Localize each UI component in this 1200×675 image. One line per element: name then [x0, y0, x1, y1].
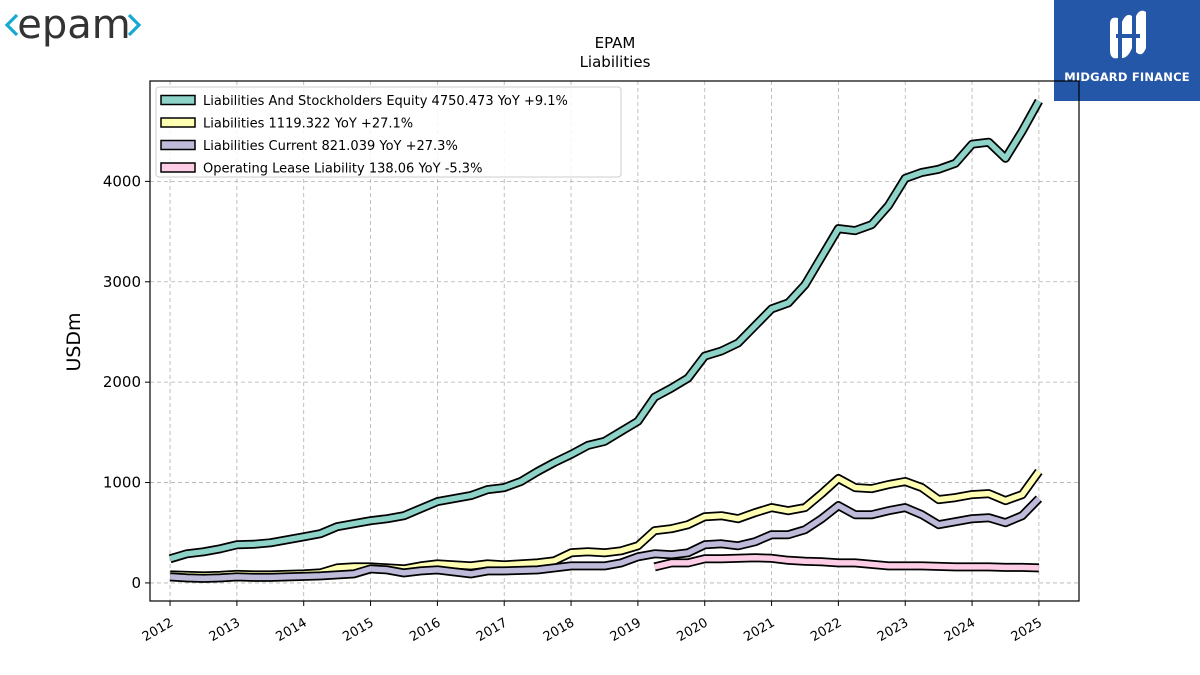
chart-title: EPAM	[595, 34, 636, 52]
logo-epam-text: epam	[17, 2, 130, 48]
legend-label: Operating Lease Liability 138.06 YoY -5.…	[203, 162, 482, 177]
series-liabilities-and-stockholders-equity	[168, 98, 1043, 564]
legend-box	[155, 86, 622, 178]
x-axis-ticks: 2012 2013 2014 2015 2016 2017 2018 2019 2020 2021…	[140, 601, 1045, 645]
legend-swatch	[160, 117, 196, 128]
y-tick-label: 4000	[103, 172, 141, 190]
logo-bracket-right-icon	[127, 13, 142, 37]
series-liabilities	[169, 468, 1043, 581]
midgard-emblem-icon	[1110, 10, 1146, 59]
x-tick-label: 2021	[741, 615, 777, 645]
legend-swatch	[160, 94, 196, 106]
x-tick-label: 2022	[808, 615, 844, 645]
x-tick-label: 2025	[1009, 615, 1045, 645]
y-tick-label: 3000	[103, 273, 141, 291]
x-tick-label: 2020	[675, 615, 711, 645]
x-tick-label: 2023	[875, 615, 911, 645]
chart-subtitle: Liabilities	[580, 53, 651, 71]
series-lines	[168, 98, 1043, 583]
x-tick-label: 2014	[274, 615, 310, 645]
y-tick-label: 0	[131, 574, 141, 592]
x-tick-label: 2016	[407, 615, 443, 645]
y-axis-label: USDm	[63, 312, 85, 371]
series-line	[169, 99, 1042, 562]
x-tick-label: 2017	[474, 615, 510, 645]
midgard-finance-text: MIDGARD FINANCE	[1064, 70, 1190, 84]
epam-logo: epam	[4, 2, 142, 48]
plot-frame	[149, 80, 1080, 602]
series-operating-lease-liability	[653, 553, 1040, 573]
legend-label: Liabilities 1119.322 YoY +27.1%	[203, 117, 413, 132]
legend-label: Liabilities Current 821.039 YoY +27.3%	[203, 139, 458, 154]
x-tick-label: 2024	[942, 615, 978, 645]
legend-swatch	[160, 162, 196, 173]
x-tick-label: 2013	[207, 615, 243, 645]
series-line-outline	[169, 468, 1043, 581]
midgard-finance-logo: MIDGARD FINANCE	[1054, 0, 1200, 101]
y-tick-label: 1000	[103, 474, 141, 492]
x-tick-label: 2012	[140, 615, 176, 645]
y-tick-label: 2000	[103, 373, 141, 391]
series-line	[169, 496, 1041, 582]
x-tick-label: 2019	[608, 615, 644, 645]
legend-swatch	[160, 139, 196, 151]
x-tick-label: 2015	[340, 615, 376, 645]
x-tick-label: 2018	[541, 615, 577, 645]
legend-label: Liabilities And Stockholders Equity 4750…	[203, 94, 568, 109]
logo-bracket-left-icon	[4, 13, 19, 37]
legend: Liabilities And Stockholders Equity 4750…	[155, 86, 622, 178]
series-liabilities-current	[169, 495, 1043, 583]
y-axis-ticks: 0 1000 2000 3000 4000	[103, 172, 150, 592]
series-line	[653, 555, 1039, 571]
